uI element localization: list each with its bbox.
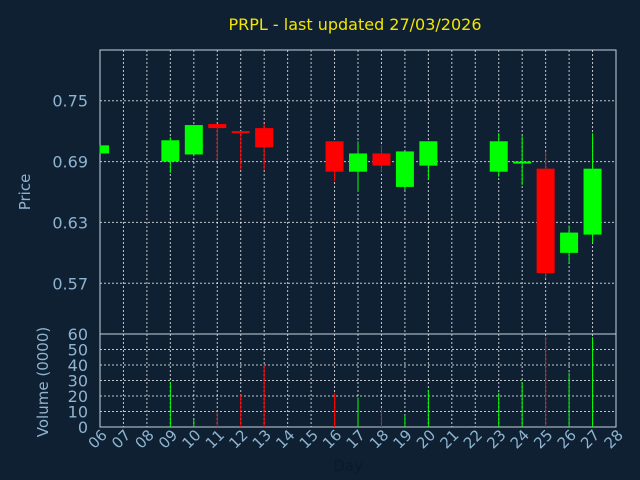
candle-body bbox=[255, 128, 274, 148]
candle-body bbox=[419, 141, 438, 166]
candle-body bbox=[489, 141, 508, 172]
day-axis-ticks: 0607080910111213141516171819202122232425… bbox=[85, 426, 627, 452]
volume-tick-label: 20 bbox=[68, 387, 88, 406]
candle-body bbox=[536, 168, 555, 274]
candle-body bbox=[513, 161, 532, 164]
volume-tick-label: 50 bbox=[68, 341, 88, 360]
price-tick-label: 0.69 bbox=[52, 153, 88, 172]
candle-body bbox=[560, 232, 579, 253]
volume-bar-series bbox=[169, 337, 594, 427]
price-tick-label: 0.57 bbox=[52, 274, 88, 293]
candle-body bbox=[100, 145, 109, 154]
volume-axis-label: Volume (0000) bbox=[34, 327, 52, 437]
volume-tick-label: 30 bbox=[68, 372, 88, 391]
candlestick-series bbox=[99, 124, 602, 279]
volume-tick-label: 40 bbox=[68, 356, 88, 375]
candle-body bbox=[583, 168, 602, 235]
candle-body bbox=[395, 151, 414, 187]
price-axis-ticks: 0.57 0.63 0.69 0.75 bbox=[52, 92, 88, 294]
candle-body bbox=[372, 153, 391, 166]
candle-body bbox=[231, 131, 250, 134]
candle-body bbox=[208, 124, 227, 129]
price-axis-label: Price bbox=[16, 174, 34, 211]
candle-body bbox=[349, 153, 367, 172]
day-axis-label: Day bbox=[333, 457, 363, 475]
price-tick-label: 0.75 bbox=[52, 92, 88, 111]
candle-body bbox=[184, 125, 203, 155]
candle-body bbox=[161, 140, 180, 162]
volume-tick-label: 10 bbox=[68, 403, 88, 422]
price-tick-label: 0.63 bbox=[52, 213, 88, 232]
candle-body bbox=[325, 141, 344, 172]
chart-title: PRPL - last updated 27/03/2026 bbox=[228, 15, 481, 34]
volume-tick-label: 0 bbox=[78, 418, 88, 437]
volume-tick-label: 60 bbox=[68, 325, 88, 344]
